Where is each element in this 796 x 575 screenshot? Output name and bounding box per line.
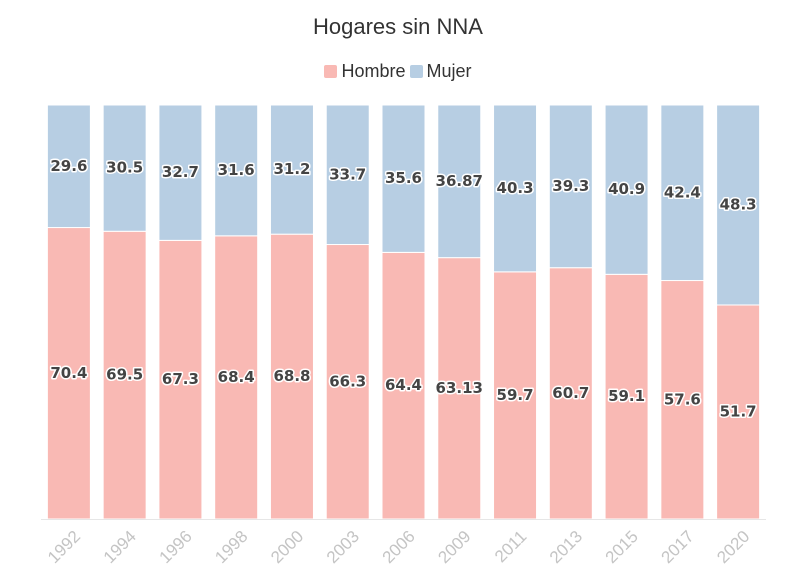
bar-hombre-2003[interactable] xyxy=(325,244,370,520)
bar-hombre-2015[interactable] xyxy=(604,273,649,520)
data-label-hombre-1992: 70.4 xyxy=(50,364,87,382)
x-tick-label-2020: 2020 xyxy=(713,527,753,567)
data-label-mujer-2015: 40.9 xyxy=(608,180,645,198)
x-tick-label-1994: 1994 xyxy=(100,527,140,567)
data-label-mujer-2000: 31.2 xyxy=(273,160,310,178)
x-tick-label-1998: 1998 xyxy=(211,527,251,567)
data-label-mujer-2017: 42.4 xyxy=(664,183,701,201)
bar-hombre-2020[interactable] xyxy=(716,304,761,520)
data-label-mujer-1994: 30.5 xyxy=(106,159,143,177)
bar-mujer-1994[interactable] xyxy=(102,104,147,232)
data-label-hombre-2020: 51.7 xyxy=(720,402,757,420)
x-tick-label-2009: 2009 xyxy=(434,527,474,567)
data-label-mujer-1992: 29.6 xyxy=(50,157,87,175)
data-label-hombre-2015: 59.1 xyxy=(608,387,645,405)
data-label-mujer-2009: 36.87 xyxy=(436,172,483,190)
data-label-hombre-2017: 57.6 xyxy=(664,390,701,408)
data-label-mujer-2013: 39.3 xyxy=(552,177,589,195)
bar-hombre-1996[interactable] xyxy=(158,239,203,520)
chart-legend: Hombre Mujer xyxy=(0,61,796,82)
bar-hombre-2011[interactable] xyxy=(493,271,538,520)
bar-mujer-2000[interactable] xyxy=(269,104,314,235)
bar-hombre-2000[interactable] xyxy=(269,233,314,520)
data-label-mujer-2020: 48.3 xyxy=(720,195,757,213)
data-label-hombre-1994: 69.5 xyxy=(106,366,143,384)
data-label-hombre-2013: 60.7 xyxy=(552,384,589,402)
bar-mujer-1996[interactable] xyxy=(158,104,203,241)
x-tick-label-2015: 2015 xyxy=(602,527,642,567)
x-tick-label-2003: 2003 xyxy=(323,527,363,567)
data-label-mujer-1996: 32.7 xyxy=(162,163,199,181)
legend-swatch-hombre xyxy=(324,65,338,78)
bar-mujer-2013[interactable] xyxy=(548,104,593,269)
bar-mujer-2017[interactable] xyxy=(660,104,705,282)
legend-item-hombre[interactable]: Hombre xyxy=(324,61,406,82)
data-label-hombre-2011: 59.7 xyxy=(497,386,534,404)
bar-mujer-1998[interactable] xyxy=(214,104,259,237)
data-label-hombre-2000: 68.8 xyxy=(273,367,310,385)
x-tick-label-2017: 2017 xyxy=(657,527,697,567)
bar-mujer-2006[interactable] xyxy=(381,104,426,253)
x-tick-label-2011: 2011 xyxy=(491,527,530,566)
data-label-hombre-2006: 64.4 xyxy=(385,376,422,394)
data-label-mujer-2011: 40.3 xyxy=(497,179,534,197)
bar-hombre-1998[interactable] xyxy=(214,235,259,520)
x-tick-label-1996: 1996 xyxy=(156,527,196,567)
data-label-mujer-1998: 31.6 xyxy=(218,161,255,179)
data-label-hombre-1996: 67.3 xyxy=(162,370,199,388)
x-tick-label-2000: 2000 xyxy=(267,527,307,567)
bar-mujer-2011[interactable] xyxy=(493,104,538,273)
data-label-hombre-2009: 63.13 xyxy=(436,379,483,397)
bar-mujer-2020[interactable] xyxy=(716,104,761,306)
bar-mujer-2009[interactable] xyxy=(437,104,482,259)
x-tick-label-2006: 2006 xyxy=(379,527,419,567)
data-label-hombre-1998: 68.4 xyxy=(218,368,255,386)
bar-mujer-1992[interactable] xyxy=(46,104,91,229)
chart-title: Hogares sin NNA xyxy=(313,14,483,39)
legend-label-hombre: Hombre xyxy=(341,61,406,81)
data-label-mujer-2003: 33.7 xyxy=(329,165,366,183)
bar-hombre-2006[interactable] xyxy=(381,251,426,520)
x-tick-label-2013: 2013 xyxy=(546,527,586,567)
bar-hombre-1994[interactable] xyxy=(102,230,147,520)
bar-mujer-2003[interactable] xyxy=(325,104,370,246)
data-label-hombre-2003: 66.3 xyxy=(329,372,366,390)
legend-item-mujer[interactable]: Mujer xyxy=(409,61,472,82)
legend-label-mujer: Mujer xyxy=(426,61,472,81)
data-label-mujer-2006: 35.6 xyxy=(385,169,422,187)
legend-swatch-mujer xyxy=(409,65,423,78)
bar-mujer-2015[interactable] xyxy=(604,104,649,275)
x-tick-label-1992: 1992 xyxy=(44,527,84,567)
